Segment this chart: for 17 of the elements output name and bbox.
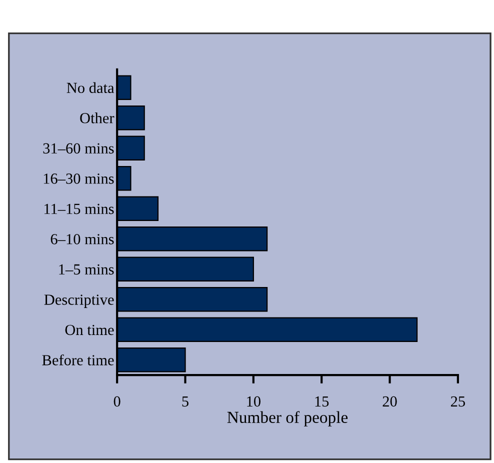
x-tick-label: 25: [450, 396, 465, 407]
y-tick-label: 11–15 mins: [44, 204, 114, 214]
x-axis-title: Number of people: [227, 411, 348, 426]
y-tick-label: Descriptive: [44, 294, 114, 308]
y-tick-label: 1–5 mins: [59, 264, 114, 275]
y-tick-label: 16–30 mins: [44, 174, 114, 184]
y-tick-label: On time: [65, 324, 114, 336]
x-tick-label: 0: [114, 396, 120, 407]
y-tick-label: 6–10 mins: [50, 234, 114, 244]
y-tick-label: Before time: [42, 354, 114, 366]
x-tick-label: 20: [382, 396, 397, 407]
x-tick-label: 10: [247, 396, 260, 407]
x-tick-label: 15: [315, 396, 329, 407]
y-tick-label: No data: [66, 82, 114, 94]
y-tick-label: Other: [80, 112, 114, 124]
y-tick-label: 31–60 mins: [43, 143, 114, 154]
x-tick-label: 5: [182, 396, 188, 407]
